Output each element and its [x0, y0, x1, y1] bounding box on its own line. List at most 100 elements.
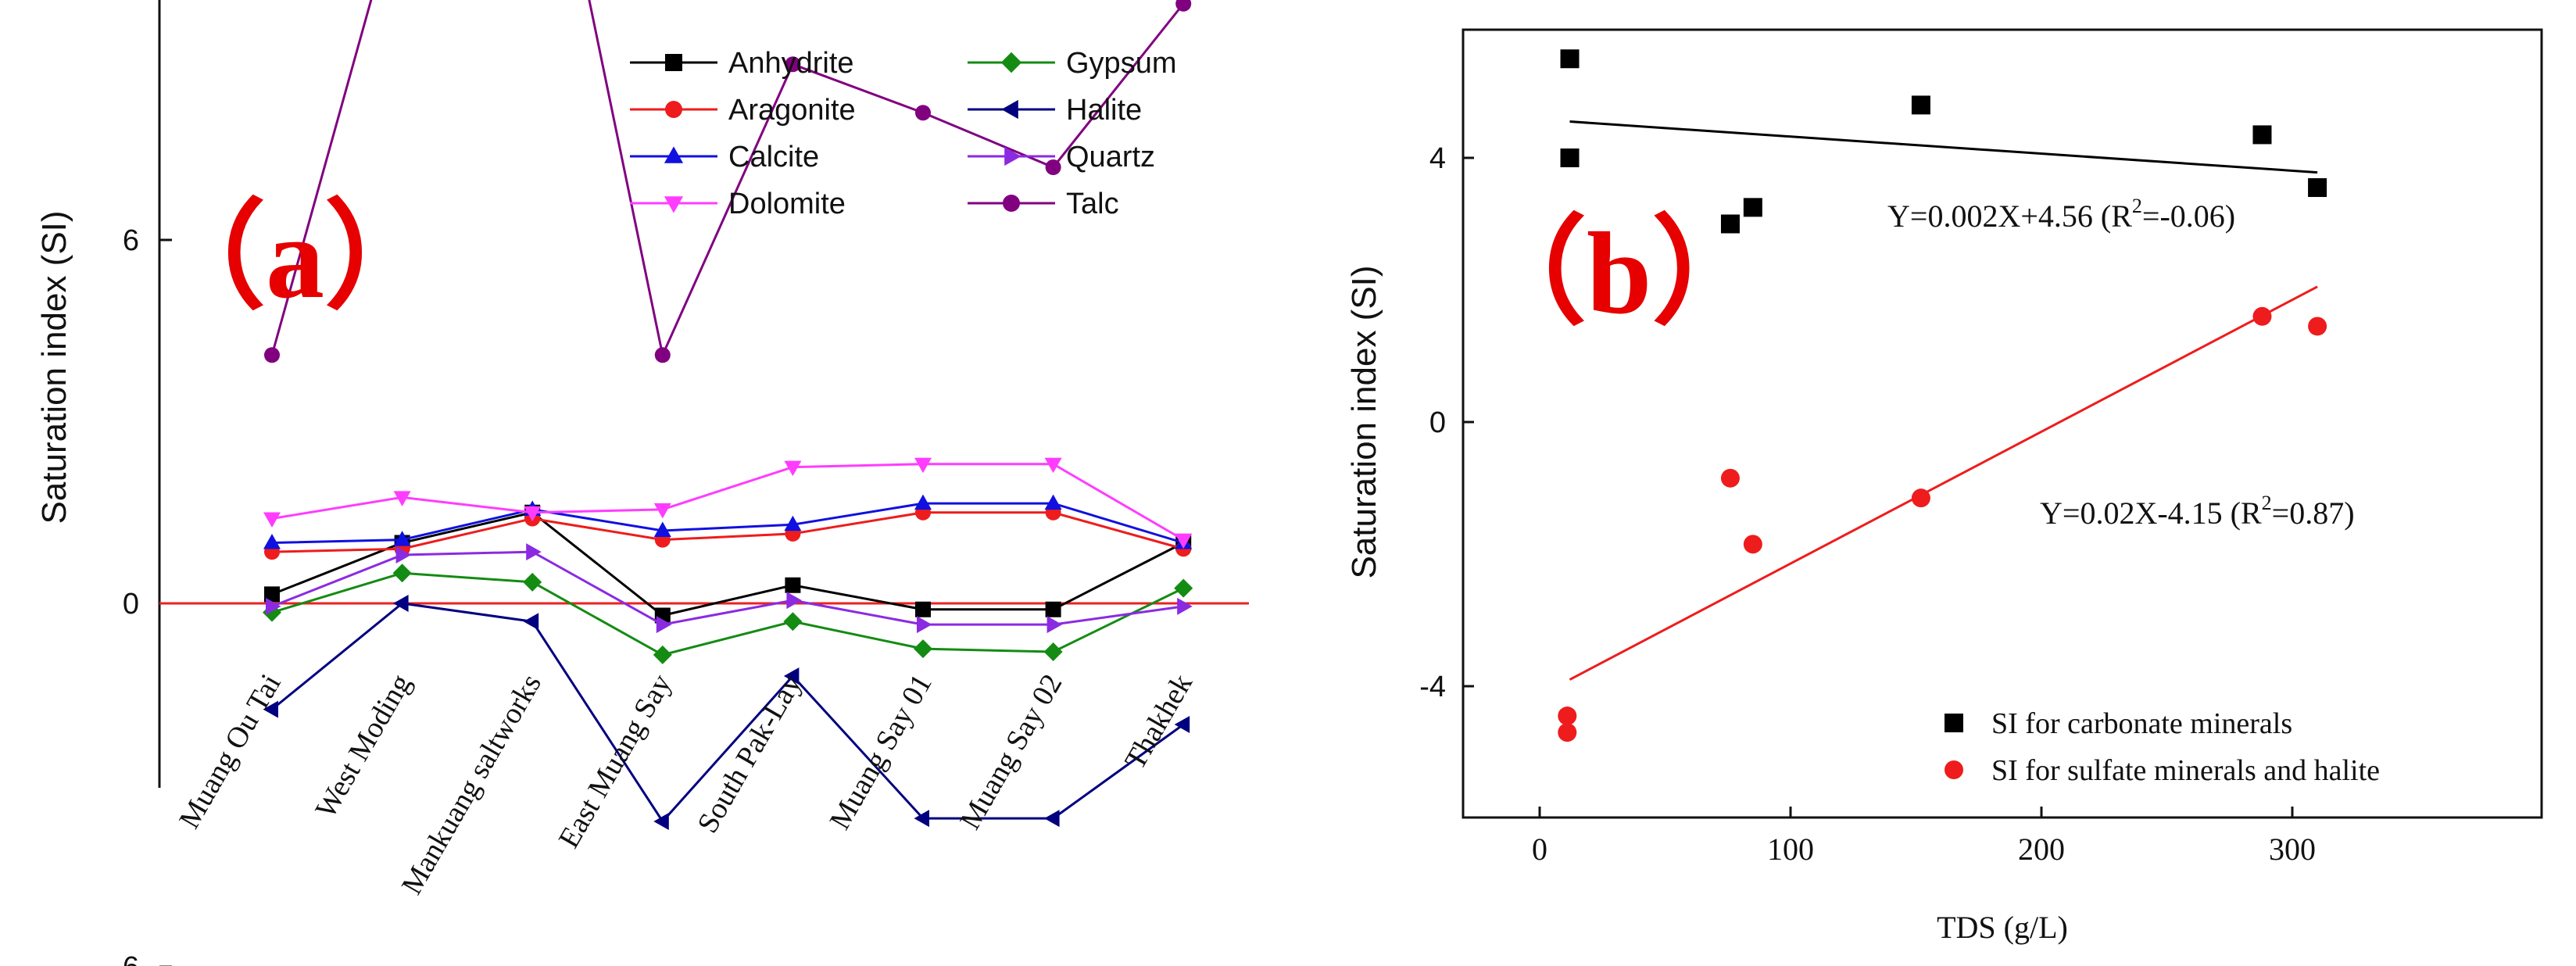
category-label: West Moding [309, 669, 418, 824]
panel-a-y-axis-title: Saturation index (SI) [35, 210, 73, 524]
point-dolomite [263, 512, 281, 528]
series-talc [264, 0, 1192, 363]
point-quartz [1177, 597, 1193, 615]
point-sulfate [1911, 488, 1930, 508]
point-talc [654, 347, 671, 363]
legend-marker [664, 196, 684, 213]
point-calcite [1044, 494, 1062, 510]
panel-a-y-ticks: -6061218 [113, 224, 172, 966]
panel-b-fit-lines [1569, 120, 2318, 681]
point-quartz [656, 616, 672, 634]
point-halite [263, 700, 278, 718]
panel-b-legend: SI for carbonate minerals SI for sulfate … [1945, 707, 2380, 787]
category-label: South Pak-Lay [691, 669, 808, 839]
line-dolomite [271, 463, 1184, 541]
point-carbonate [2308, 178, 2327, 198]
legend-item-gypsum: Gypsum [968, 47, 1176, 80]
line-aragonite [271, 511, 1184, 553]
legend-item-calcite: Calcite [630, 141, 819, 174]
panel-b-y-axis-title: Saturation index (SI) [1345, 265, 1383, 578]
point-dolomite [1175, 533, 1193, 549]
legend-item-quartz: Quartz [968, 141, 1155, 174]
legend-item-aragonite: Aragonite [630, 94, 856, 127]
point-halite [523, 613, 539, 631]
point-talc [264, 347, 280, 363]
point-dolomite [393, 491, 411, 506]
point-quartz [917, 616, 932, 634]
legend-item-carbonate: SI for carbonate minerals [1945, 707, 2292, 740]
point-dolomite [1044, 457, 1062, 474]
panel-b-x-tick-label: 0 [1532, 832, 1547, 867]
point-dolomite [914, 457, 932, 474]
panel-b-x-tick-label: 200 [2018, 832, 2065, 867]
category-label: East Muang Say [553, 669, 678, 854]
panel-a-label: （a） [148, 193, 442, 323]
legend-label: Dolomite [728, 188, 846, 220]
series-quartz [266, 543, 1193, 634]
point-carbonate [1560, 49, 1580, 69]
point-sulfate [2252, 306, 2272, 326]
legend-marker [664, 146, 684, 163]
point-gypsum [523, 572, 542, 592]
panel-b: 0 100 200 300 -4 0 4 Saturation index (SI) TDS… [1345, 28, 2543, 945]
carbonate-fit-equation: Y=0.002X+4.56 (R2=-0.06) [1887, 195, 2235, 234]
point-halite [914, 810, 929, 828]
line-quartz [271, 550, 1184, 626]
point-anhydrite [264, 586, 280, 603]
sulfate-fit-equation: Y=0.02X-4.15 (R2=0.87) [2040, 492, 2355, 531]
panel-b-y-tick-label: 0 [1429, 406, 1446, 439]
point-sulfate [1558, 723, 1577, 742]
legend-item-halite: Halite [968, 94, 1142, 127]
legend-label: SI for sulfate minerals and halite [1991, 754, 2380, 787]
legend-marker [1945, 760, 1963, 779]
point-gypsum [653, 645, 672, 664]
legend-label: Aragonite [728, 94, 856, 127]
panel-b-y-tick-label: -4 [1419, 671, 1446, 703]
panel-b-x-tick-label: 100 [1767, 832, 1814, 867]
panel-b-label: （b） [1469, 209, 1769, 338]
point-carbonate [1720, 214, 1740, 234]
category-label: Muang Say 02 [953, 669, 1068, 835]
category-label: Mankuang saltworks [395, 669, 548, 900]
point-carbonate [1743, 198, 1762, 217]
panel-b-ticks: 0 100 200 300 -4 0 4 [1419, 142, 2316, 867]
point-halite [1174, 716, 1190, 733]
point-sulfate [2308, 317, 2327, 336]
point-carbonate [1911, 95, 1930, 115]
fit-line-sulfate [1569, 285, 2318, 681]
legend-item-talc: Talc [968, 188, 1119, 220]
point-carbonate [1560, 148, 1580, 167]
point-quartz [526, 543, 542, 561]
point-quartz [395, 546, 412, 564]
legend-marker [1003, 195, 1020, 212]
point-calcite [914, 494, 932, 510]
fit-line-carbonate [1569, 120, 2318, 174]
legend-label: Quartz [1066, 141, 1155, 174]
point-talc [1175, 0, 1192, 12]
category-label: Muang Say 01 [824, 669, 939, 835]
panel-b-x-axis-title: TDS (g/L) [1937, 910, 2068, 945]
series-dolomite [263, 457, 1193, 549]
point-halite [1044, 810, 1060, 828]
point-gypsum [914, 639, 932, 659]
legend-label: SI for carbonate minerals [1991, 707, 2292, 740]
point-sulfate [1720, 468, 1740, 488]
point-talc [915, 105, 931, 121]
panel-a-legend: Anhydrite Aragonite Calcite Dolomite Gypsum H… [630, 47, 1176, 220]
legend-marker [1945, 714, 1963, 732]
point-anhydrite [915, 601, 931, 617]
point-talc [1045, 159, 1061, 175]
panel-a-series [263, 0, 1193, 830]
line-talc [270, 0, 1185, 360]
panel-b-points [1558, 49, 2327, 742]
legend-marker [665, 54, 682, 71]
legend-label: Halite [1066, 94, 1142, 127]
point-sulfate [1558, 707, 1577, 726]
panel-b-x-tick-label: 300 [2269, 832, 2316, 867]
panel-a-y-tick-label: 0 [123, 588, 139, 621]
point-calcite [263, 534, 281, 549]
point-anhydrite [785, 577, 801, 593]
point-gypsum [1043, 642, 1063, 661]
point-dolomite [524, 506, 542, 522]
